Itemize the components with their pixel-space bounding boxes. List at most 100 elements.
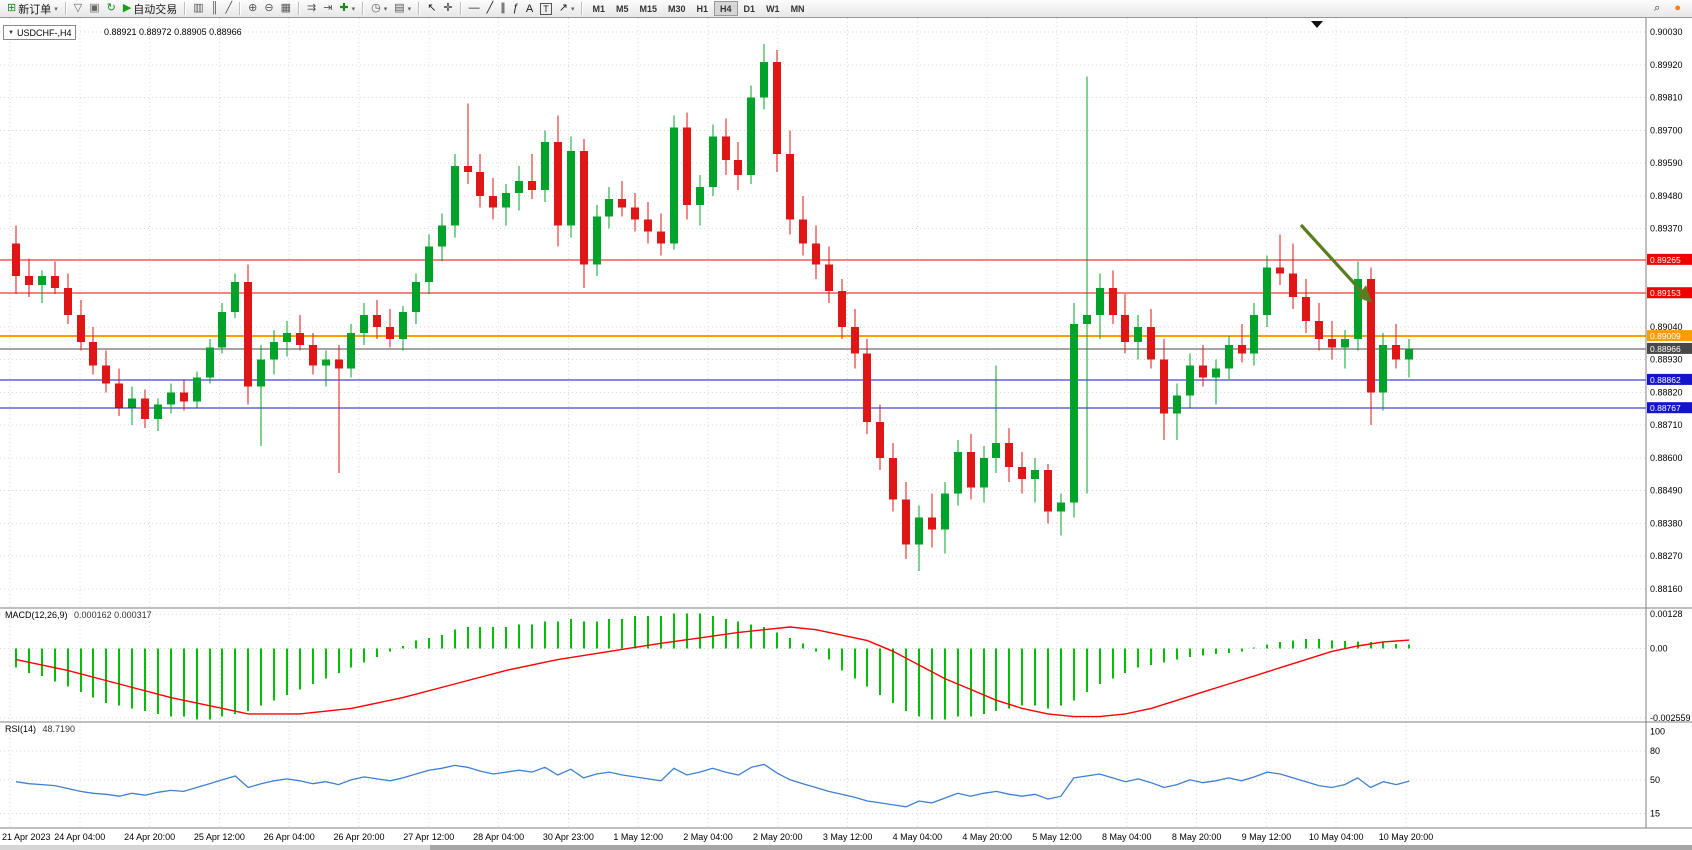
data-window-button[interactable]: ▣: [86, 1, 102, 17]
candle-body: [360, 314, 368, 333]
arrows-button[interactable]: ↗ ▾: [556, 1, 578, 17]
candle-body: [1109, 288, 1117, 315]
tf-mn-button[interactable]: MN: [786, 1, 810, 17]
fibonacci-button[interactable]: ƒ: [510, 1, 522, 17]
candle-body: [425, 246, 433, 283]
new-order-button[interactable]: ⊞ 新订单 ▾: [4, 1, 61, 17]
tf-h4-button[interactable]: H4: [714, 1, 738, 16]
macd-axis-label: 0.00128: [1650, 609, 1683, 619]
time-axis-label: 26 Apr 04:00: [264, 832, 315, 842]
candle-body: [502, 192, 510, 208]
trend-arrow-head[interactable]: [1357, 285, 1372, 303]
toolbar-divider: [297, 2, 300, 15]
collapse-icon[interactable]: ▼: [8, 29, 14, 36]
cursor-button[interactable]: ↖: [424, 1, 439, 17]
tf-d1-button-label: D1: [743, 3, 756, 14]
price-badge-label: 0.89153: [1650, 288, 1681, 298]
time-axis-label: 24 Apr 04:00: [54, 832, 105, 842]
auto-scroll-button[interactable]: ⇉: [304, 1, 319, 17]
time-axis-label: 2 May 04:00: [683, 832, 733, 842]
chart-plot[interactable]: 0.90030 0.89920 0.89810 0.89700 0.89590 0.894…: [0, 18, 1692, 850]
candle-body: [1057, 502, 1065, 512]
tf-m1-button-label: M1: [592, 3, 605, 14]
candlestick-icon: ║: [210, 2, 219, 14]
candle-body: [941, 493, 949, 530]
toolbar-divider: [64, 2, 67, 15]
tf-m1-button[interactable]: M1: [587, 1, 610, 17]
market-watch-button[interactable]: ▽: [71, 1, 85, 17]
indicators-button[interactable]: ✚ ▾: [336, 1, 358, 17]
price-badge-label: 0.88966: [1650, 344, 1681, 354]
hline-button[interactable]: ―: [466, 1, 483, 17]
candle-body: [476, 171, 484, 196]
bar-chart-icon: ▥: [193, 2, 204, 14]
candle-body: [1121, 314, 1129, 342]
funnel-icon: ▽: [73, 2, 83, 14]
chart-shift-button[interactable]: ⇥: [320, 1, 335, 17]
time-axis-label: 10 May 20:00: [1379, 832, 1434, 842]
candle-body: [1018, 466, 1026, 479]
symbol-period-label: USDCHF-,H4: [16, 27, 72, 38]
window-icon: ▣: [89, 2, 100, 14]
search-button[interactable]: ⌕: [1651, 1, 1663, 17]
symbol-period-box[interactable]: ▼ USDCHF-,H4: [3, 25, 77, 40]
textframe-button[interactable]: T: [537, 1, 555, 17]
templates-button[interactable]: ▤ ▾: [391, 1, 414, 17]
candle-body: [593, 216, 601, 265]
navigator-button[interactable]: ↻: [104, 1, 119, 17]
candle-body: [412, 282, 420, 312]
tf-w1-button[interactable]: W1: [761, 1, 785, 17]
dropdown-arrow-icon: ▾: [383, 5, 388, 13]
candle-body: [1160, 359, 1168, 414]
tf-m15-button[interactable]: M15: [634, 1, 662, 17]
toolbar-divider: [581, 2, 584, 15]
text-button[interactable]: A: [523, 1, 536, 17]
channel-button[interactable]: ∥: [497, 1, 509, 17]
candlestick-button[interactable]: ║: [208, 1, 222, 17]
candle-body: [322, 359, 330, 366]
scrollbar-thumb[interactable]: [430, 845, 1692, 850]
tile-windows-icon: ▦: [280, 2, 291, 14]
notification-button[interactable]: ●: [1671, 1, 1684, 17]
candle-body: [180, 392, 188, 402]
cursor-icon: ↖: [427, 2, 437, 14]
candle-body: [696, 186, 704, 205]
periods-button[interactable]: ◷ ▾: [368, 1, 390, 17]
candle-body: [992, 443, 1000, 458]
rsi-axis-label: 15: [1650, 809, 1660, 819]
price-badge: [1647, 253, 1692, 265]
candle-body: [747, 97, 755, 175]
price-badge-label: 0.88767: [1650, 403, 1681, 413]
chart-area[interactable]: 0.90030 0.89920 0.89810 0.89700 0.89590 0.894…: [0, 18, 1692, 850]
tf-m5-button[interactable]: M5: [611, 1, 634, 17]
candle-body: [1134, 326, 1142, 342]
candle-body: [670, 127, 678, 244]
tf-d1-button[interactable]: D1: [739, 1, 761, 17]
autotrading-button-label: 自动交易: [133, 3, 178, 16]
trend-arrow-annotation[interactable]: [1299, 223, 1365, 295]
candle-body: [580, 151, 588, 265]
macd-indicator-label: MACD(12,26,9) 0.000162 0.000317: [5, 610, 152, 620]
zoom-out-button[interactable]: ⊖: [261, 1, 276, 17]
chart-shift-marker[interactable]: [1311, 21, 1323, 28]
autotrading-button[interactable]: ▶ 自动交易: [120, 1, 180, 17]
candle-body: [1083, 314, 1091, 324]
candle-body: [1302, 297, 1310, 321]
line-chart-button[interactable]: ╱: [223, 1, 236, 17]
time-axis-label: 30 Apr 23:00: [543, 832, 594, 842]
candle-body: [928, 517, 936, 530]
time-axis-label: 4 May 20:00: [962, 832, 1012, 842]
tf-h1-button[interactable]: H1: [692, 1, 714, 17]
tile-windows-button[interactable]: ▦: [278, 1, 294, 17]
template-icon: ▤: [394, 2, 405, 14]
time-axis-label: 24 Apr 20:00: [124, 832, 175, 842]
tf-m30-button[interactable]: M30: [663, 1, 691, 17]
candle-body: [115, 383, 123, 408]
zoom-in-button[interactable]: ⊕: [245, 1, 260, 17]
bar-chart-button[interactable]: ▥: [190, 1, 206, 17]
candle-body: [206, 347, 214, 378]
trendline-button[interactable]: ╱: [484, 1, 497, 17]
crosshair-button[interactable]: ✛: [440, 1, 455, 17]
candle-body: [128, 398, 136, 408]
price-axis-label: 0.89370: [1650, 224, 1683, 234]
